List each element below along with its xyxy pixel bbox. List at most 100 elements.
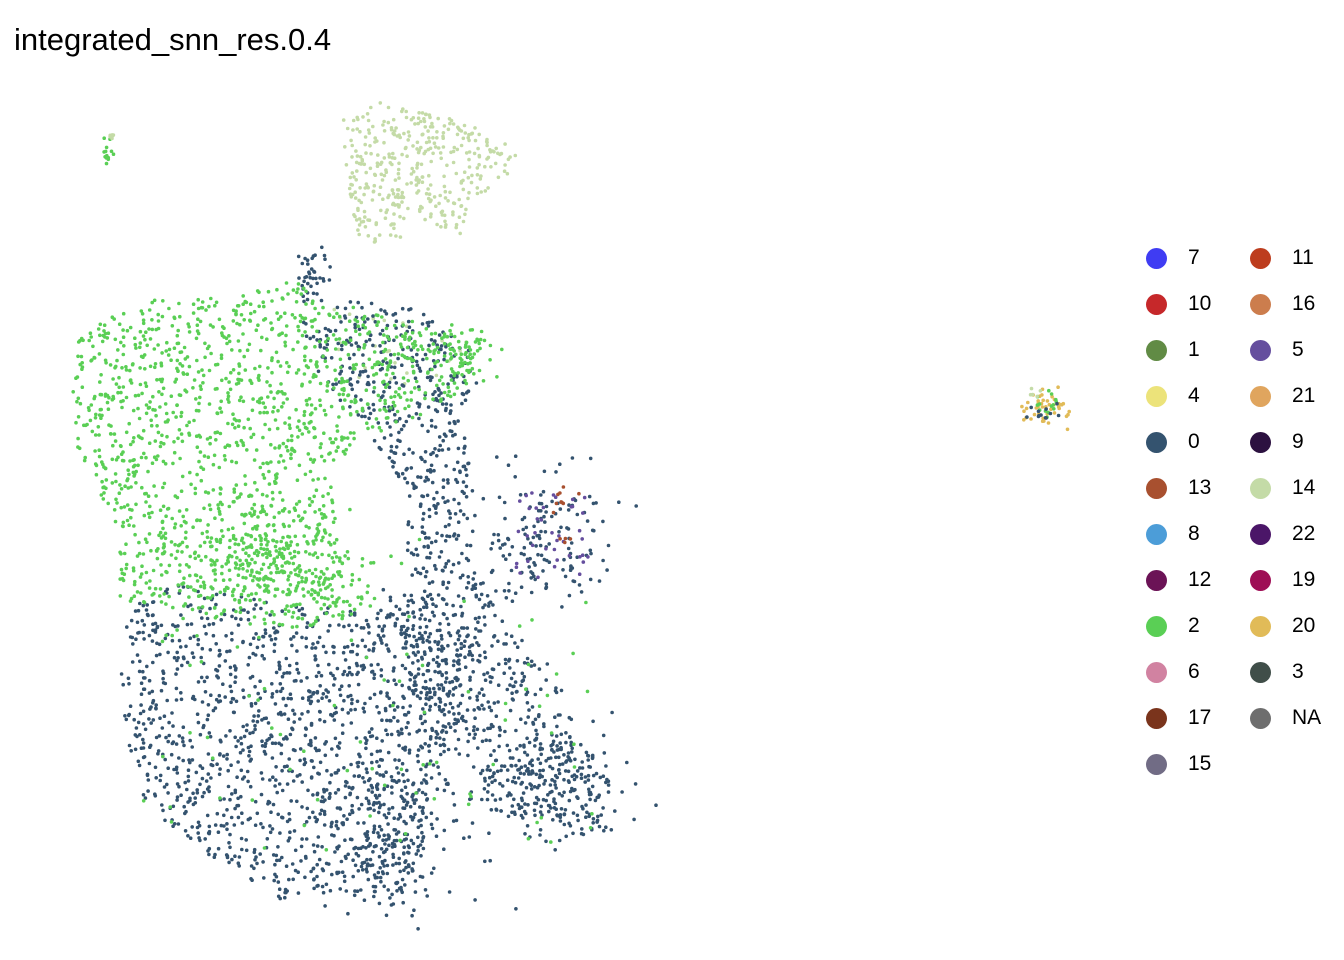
point-cluster-0 — [338, 887, 343, 891]
point-cluster-14 — [445, 163, 449, 168]
point-cluster-2 — [376, 393, 381, 398]
point-cluster-0 — [456, 520, 461, 524]
point-cluster-0 — [347, 665, 352, 670]
point-cluster-0 — [262, 876, 266, 880]
point-cluster-0 — [493, 613, 497, 618]
point-cluster-0 — [566, 751, 571, 755]
point-cluster-0 — [191, 791, 195, 796]
point-cluster-0 — [316, 835, 321, 839]
point-cluster-0 — [438, 697, 442, 701]
point-cluster-0 — [339, 859, 344, 864]
point-cluster-0 — [456, 737, 461, 742]
point-cluster-14 — [375, 161, 380, 165]
point-cluster-0 — [399, 632, 404, 637]
point-cluster-0 — [348, 366, 352, 370]
point-cluster-0 — [414, 688, 418, 692]
point-cluster-2 — [124, 368, 129, 372]
point-cluster-0 — [314, 276, 318, 281]
point-cluster-0 — [439, 550, 444, 554]
point-cluster-2 — [297, 463, 302, 468]
point-cluster-0 — [586, 758, 590, 762]
point-cluster-2 — [234, 440, 239, 445]
point-cluster-0 — [547, 560, 552, 564]
point-cluster-2 — [249, 534, 254, 539]
point-cluster-0 — [445, 534, 449, 538]
point-cluster-2 — [121, 520, 126, 525]
point-cluster-0 — [387, 456, 392, 460]
point-cluster-0 — [569, 743, 573, 747]
point-cluster-0 — [228, 729, 232, 733]
point-cluster-0 — [329, 356, 334, 360]
point-cluster-0 — [144, 608, 149, 612]
point-cluster-0 — [427, 343, 431, 348]
point-cluster-0 — [328, 329, 333, 334]
point-cluster-0 — [535, 785, 540, 790]
point-cluster-0 — [151, 718, 156, 722]
point-cluster-2 — [158, 587, 163, 591]
point-cluster-0 — [397, 861, 402, 866]
point-cluster-0 — [533, 577, 537, 582]
point-cluster-0 — [298, 747, 303, 751]
point-cluster-0 — [372, 438, 377, 443]
point-cluster-0 — [331, 644, 335, 649]
point-cluster-14 — [380, 178, 385, 182]
point-cluster-0 — [494, 589, 498, 593]
point-cluster-2 — [269, 321, 273, 325]
point-cluster-0 — [138, 733, 142, 737]
point-cluster-0 — [433, 425, 438, 429]
point-cluster-2 — [91, 344, 95, 349]
point-cluster-2 — [264, 533, 269, 538]
point-cluster-14 — [486, 186, 490, 190]
point-cluster-0 — [429, 540, 434, 545]
point-cluster-0 — [284, 703, 288, 708]
point-cluster-0 — [246, 663, 250, 667]
point-cluster-0 — [468, 543, 473, 548]
point-cluster-2 — [213, 568, 217, 572]
point-cluster-0 — [356, 846, 361, 851]
point-cluster-2 — [341, 392, 346, 397]
point-cluster-0 — [588, 577, 593, 582]
point-cluster-2 — [311, 375, 316, 379]
point-cluster-0 — [400, 363, 404, 368]
point-cluster-0 — [426, 468, 430, 473]
point-cluster-2 — [162, 481, 167, 486]
point-cluster-0 — [175, 771, 180, 775]
point-cluster-0 — [445, 616, 449, 621]
point-cluster-0 — [191, 694, 196, 699]
point-cluster-0 — [385, 323, 390, 328]
point-cluster-0 — [375, 616, 380, 621]
point-cluster-0 — [371, 802, 376, 807]
point-cluster-0 — [364, 618, 369, 623]
point-cluster-2 — [233, 426, 237, 430]
point-cluster-0 — [440, 649, 444, 653]
point-cluster-2 — [133, 393, 138, 398]
point-cluster-0 — [366, 877, 371, 882]
point-cluster-0 — [438, 708, 442, 712]
point-cluster-2 — [119, 390, 123, 395]
point-cluster-2 — [348, 338, 353, 343]
point-cluster-0 — [415, 553, 420, 557]
point-cluster-0 — [332, 683, 336, 687]
point-cluster-2 — [370, 365, 375, 370]
point-cluster-0 — [209, 693, 213, 697]
point-cluster-0 — [590, 753, 595, 758]
point-cluster-2 — [97, 433, 101, 437]
point-cluster-0 — [559, 747, 563, 752]
point-cluster-0 — [509, 793, 513, 797]
point-cluster-2 — [83, 423, 88, 428]
point-cluster-0 — [347, 785, 351, 790]
point-cluster-0 — [352, 774, 357, 778]
point-cluster-2 — [257, 290, 261, 295]
point-cluster-0 — [380, 366, 385, 371]
point-cluster-2 — [336, 445, 340, 450]
point-cluster-0 — [584, 803, 588, 807]
point-cluster-0 — [486, 764, 490, 769]
point-cluster-0 — [318, 718, 322, 722]
point-cluster-2 — [410, 331, 415, 335]
point-cluster-2 — [129, 515, 133, 520]
point-cluster-2 — [356, 324, 361, 329]
point-cluster-2 — [277, 446, 281, 450]
point-cluster-0 — [151, 628, 155, 633]
point-cluster-0 — [202, 596, 207, 601]
point-cluster-0 — [270, 741, 275, 745]
